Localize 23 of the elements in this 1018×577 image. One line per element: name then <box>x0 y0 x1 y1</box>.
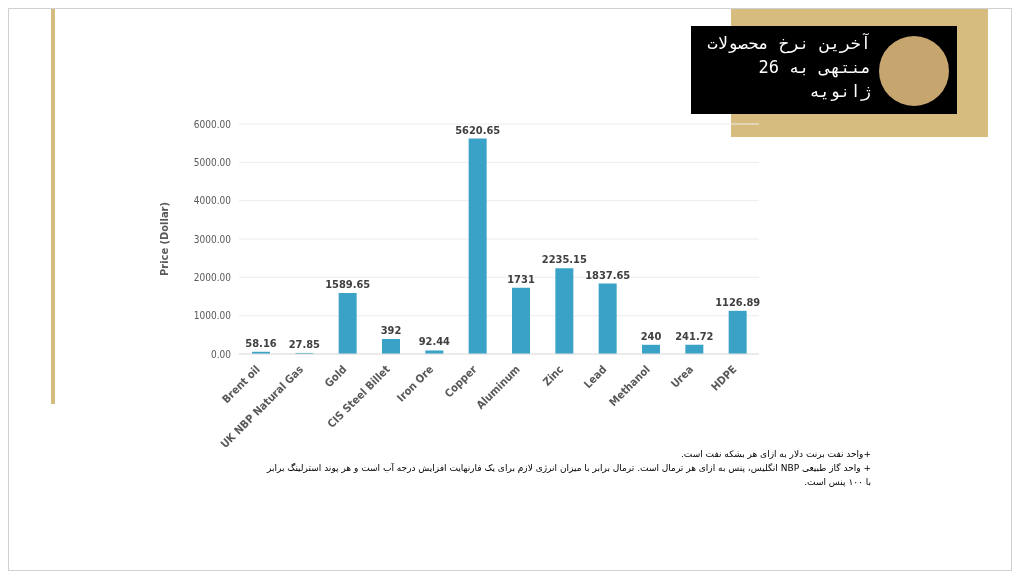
y-tick-label: 3000.00 <box>193 233 232 245</box>
data-label: 1126.89 <box>715 295 761 309</box>
data-label: 241.72 <box>675 329 714 343</box>
data-label: 240 <box>640 329 662 343</box>
data-label: 58.16 <box>245 336 277 350</box>
y-axis-title: Price (Dollar) <box>157 202 171 276</box>
data-label: 2235.15 <box>541 253 587 267</box>
data-label: 92.44 <box>418 335 451 349</box>
chart-title: آخرین نرخ محصولات منتهی به 26 ژانویه <box>706 32 871 103</box>
text: + واحد گاز طبیعی NBP انگلیس، پنس به ازای هر ترمال است. ترمال برابر با میزان انرژی لازم برای یک فارنهایت افزایش درجه آب است و هر پوند استرلینگ برابر با ۱۰۰ پنس است. <box>265 462 871 489</box>
data-label: 27.85 <box>288 337 321 351</box>
y-tick-label: 6000.00 <box>193 118 232 130</box>
y-tick-label: 4000.00 <box>193 195 232 207</box>
data-label: 1731 <box>507 272 535 286</box>
data-label: 1837.65 <box>585 268 631 282</box>
data-label: 392 <box>380 323 402 337</box>
y-tick-label: 0.00 <box>210 348 232 360</box>
data-label: 1589.65 <box>325 278 371 292</box>
data-label: 5620.65 <box>455 123 501 137</box>
y-tick-label: 2000.00 <box>193 271 232 283</box>
y-tick-label: 1000.00 <box>193 310 232 322</box>
text: +واحد نفت برنت دلار به ازای هر بشکه نفت است. <box>680 449 871 459</box>
y-tick-label: 5000.00 <box>193 156 232 168</box>
